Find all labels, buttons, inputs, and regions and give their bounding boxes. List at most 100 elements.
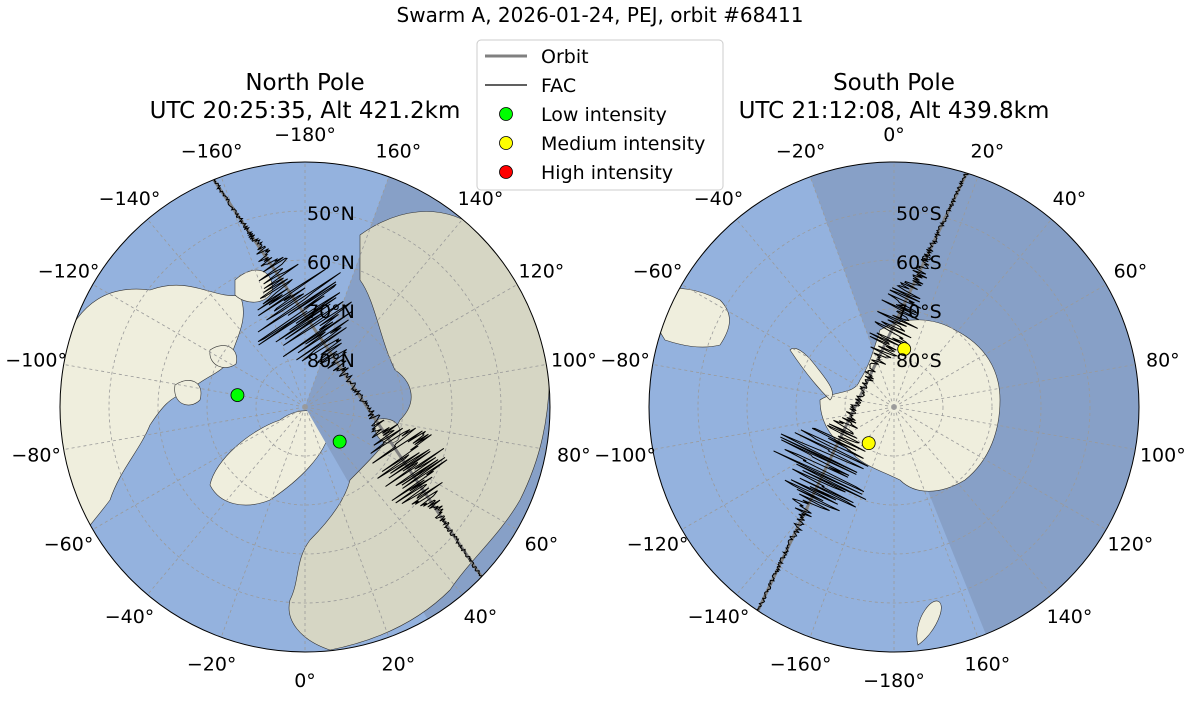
south-meridian xyxy=(652,406,895,450)
north-meridian xyxy=(220,176,306,408)
south-lat-labels: 50°S 60°S 70°S 80°S xyxy=(896,203,942,372)
legend-swatch xyxy=(499,165,513,179)
south-lon-label: 100° xyxy=(1140,444,1186,466)
south-meridian xyxy=(893,284,1107,408)
south-meridian xyxy=(681,284,895,408)
north-lon-label: 140° xyxy=(458,188,504,210)
south-meridian xyxy=(893,219,1052,408)
north-meridian xyxy=(92,406,306,530)
south-meridian xyxy=(893,176,979,408)
south-lon-label: −160° xyxy=(770,654,832,676)
south-lat-circle xyxy=(795,308,993,506)
south-lat-label: 80°S xyxy=(896,350,942,372)
legend-label: Orbit xyxy=(541,46,589,68)
south-event-marker xyxy=(897,342,912,356)
legend: Orbit FAC Low intensity Medium intensity Hig… xyxy=(476,39,724,191)
south-lat-label: 60°S xyxy=(896,252,942,274)
south-meridian xyxy=(652,364,895,408)
south-lon-label: −60° xyxy=(633,261,683,283)
north-meridian xyxy=(304,219,463,408)
north-meridian xyxy=(92,284,306,408)
north-events xyxy=(230,388,347,449)
south-lon-label: −120° xyxy=(627,534,689,556)
north-lon-label: −120° xyxy=(38,261,100,283)
north-lon-label: −180° xyxy=(274,124,336,146)
north-meridian xyxy=(147,219,306,408)
north-meridian xyxy=(147,406,306,595)
figure-title: Swarm A, 2026-01-24, PEJ, orbit #68411 xyxy=(397,3,804,27)
south-meridian xyxy=(809,406,895,638)
south-lon-label: −180° xyxy=(863,670,925,692)
south-events xyxy=(861,342,912,451)
north-lon-labels: −180° 160° 140° 120° 100° 80° 60° 40° 20° 0° −20° −… xyxy=(5,124,596,692)
north-lon-label: −20° xyxy=(187,654,237,676)
north-meridian xyxy=(304,406,390,638)
legend-swatch xyxy=(499,136,513,150)
north-lon-label: 60° xyxy=(525,534,559,556)
north-meridian xyxy=(63,364,306,408)
south-meridian xyxy=(893,406,979,638)
south-lon-label: 140° xyxy=(1047,606,1093,628)
north-lon-label: −160° xyxy=(181,140,243,162)
south-event-marker xyxy=(861,436,876,451)
north-event-marker xyxy=(230,388,245,402)
south-meridian xyxy=(893,406,1052,595)
south-lon-label: 0° xyxy=(883,124,905,146)
north-lon-label: −140° xyxy=(99,188,161,210)
north-lon-label: −60° xyxy=(44,534,94,556)
south-lat-label: 50°S xyxy=(896,203,942,225)
north-lon-label: 20° xyxy=(382,654,416,676)
legend-items: Orbit FAC Low intensity Medium intensity Hig… xyxy=(485,46,705,184)
north-lon-label: 0° xyxy=(294,670,316,692)
legend-label: Medium intensity xyxy=(541,133,705,155)
north-lon-label: −100° xyxy=(5,350,67,372)
south-lon-label: 120° xyxy=(1108,534,1154,556)
south-meridian xyxy=(893,364,1136,408)
legend-label: FAC xyxy=(541,75,576,97)
south-lon-labels: 0° 20° 40° 60° 80° 100° 120° 140° 160° −180° −160°… xyxy=(594,124,1185,692)
south-fac-trace xyxy=(745,162,979,634)
south-land-new-zealand xyxy=(916,600,942,646)
south-fac-line xyxy=(746,162,979,634)
legend-swatch xyxy=(499,107,513,121)
south-lon-label: 20° xyxy=(971,140,1005,162)
legend-frame xyxy=(476,39,724,191)
north-lat-labels: 50°N 60°N 70°N 80°N xyxy=(307,203,355,372)
north-title-line2: UTC 20:25:35, Alt 421.2km xyxy=(150,98,461,124)
north-fac-trace xyxy=(197,162,498,599)
south-lon-label: 80° xyxy=(1146,350,1180,372)
north-orbit-line xyxy=(198,162,497,599)
south-lon-label: −140° xyxy=(688,606,750,628)
north-meridian xyxy=(63,406,306,450)
south-title-line2: UTC 21:12:08, Alt 439.8km xyxy=(739,98,1050,124)
north-title-line1: North Pole xyxy=(245,70,364,96)
north-meridian xyxy=(304,406,547,450)
south-title-line1: South Pole xyxy=(833,70,955,96)
north-lon-label: 160° xyxy=(375,140,421,162)
south-lon-label: −80° xyxy=(600,350,650,372)
south-graticule xyxy=(652,162,1136,652)
south-meridian xyxy=(736,219,895,408)
north-meridian xyxy=(304,406,463,595)
north-event-marker xyxy=(332,434,347,449)
north-lon-label: −80° xyxy=(11,444,61,466)
north-lat-label: 50°N xyxy=(307,203,355,225)
south-meridian xyxy=(681,406,895,530)
north-lat-circle xyxy=(108,210,502,604)
south-lon-label: −20° xyxy=(776,140,826,162)
south-lat-circle xyxy=(697,210,1091,604)
south-lon-label: −40° xyxy=(694,188,744,210)
north-lat-label: 60°N xyxy=(307,252,355,274)
north-lat-label: 70°N xyxy=(307,301,355,323)
north-land-north-america xyxy=(60,284,244,541)
north-meridian xyxy=(220,406,306,638)
south-lon-label: −100° xyxy=(594,444,656,466)
north-lon-label: 120° xyxy=(519,261,565,283)
north-meridian xyxy=(304,284,518,408)
south-meridian xyxy=(809,176,895,408)
north-fac-line xyxy=(197,162,498,599)
north-lon-label: 100° xyxy=(551,350,597,372)
north-lon-label: 80° xyxy=(557,444,591,466)
south-lon-label: 40° xyxy=(1053,188,1087,210)
